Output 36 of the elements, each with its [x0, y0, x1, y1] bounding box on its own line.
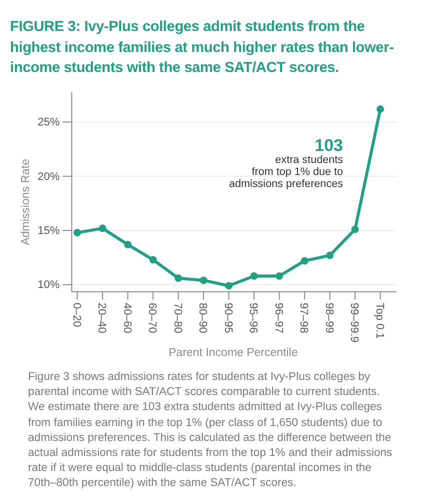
point [124, 240, 132, 248]
x-tick-label: 70–80 [171, 302, 184, 334]
x-tick-label: 80–90 [196, 302, 209, 334]
point [351, 226, 359, 234]
x-tick-label: 98–99 [322, 302, 335, 334]
x-tick-label: Top 0.1 [373, 302, 386, 339]
caption: Figure 3 shows admissions rates for students at Ivy-Plus colleges by parental income with SAT/ACT scores comparable to current students. We estimate there are 103 extra students admitted at Ivy-Plus colleges from families earning in the top 1% (per class of 1,650 students) due to admissions preferences. This is calculated as the difference between the actual admissions rate for students from the top 1% and their admissions rate if it were equal to middle-class students (parental incomes in the 70th–80th percentile) with the same SAT/ACT scores. [28, 370, 394, 492]
x-tick-label: 97–98 [298, 302, 310, 334]
point [225, 282, 233, 290]
x-tick-label: 40–60 [120, 302, 133, 334]
x-tick-label: 20–40 [96, 302, 108, 334]
x-tick-label: 60–70 [146, 302, 158, 334]
point [326, 252, 334, 260]
y-axis-title: Admissions Rate [20, 158, 32, 246]
y-tick-label: 10% [38, 279, 60, 292]
x-tick-label: 0–20 [70, 302, 82, 328]
chart-title: FIGURE 3: Ivy-Plus colleges admit students from the highest income families at much higher rates than lower-income students with the same SAT/ACT scores. [10, 18, 395, 78]
point [174, 274, 182, 282]
point [276, 272, 284, 280]
point [200, 276, 208, 284]
point [300, 257, 308, 265]
x-axis-title: Parent Income Percentile [168, 347, 298, 359]
annotation: 103 [314, 136, 343, 155]
x-tick-label: 99–99.9 [348, 302, 360, 342]
x-tick-label: 96–97 [272, 302, 284, 334]
y-tick-label: 25% [38, 116, 60, 129]
point [376, 105, 384, 113]
x-tick-label: 95–96 [247, 302, 260, 334]
point [149, 256, 157, 264]
y-tick-label: 15% [38, 224, 60, 237]
y-tick-label: 20% [38, 170, 60, 183]
x-tick-label: 90–95 [222, 302, 234, 334]
point [98, 224, 106, 232]
point [250, 272, 258, 280]
annotation: extra students from top 1% due to admissions preferences [228, 154, 344, 190]
point [74, 228, 82, 236]
